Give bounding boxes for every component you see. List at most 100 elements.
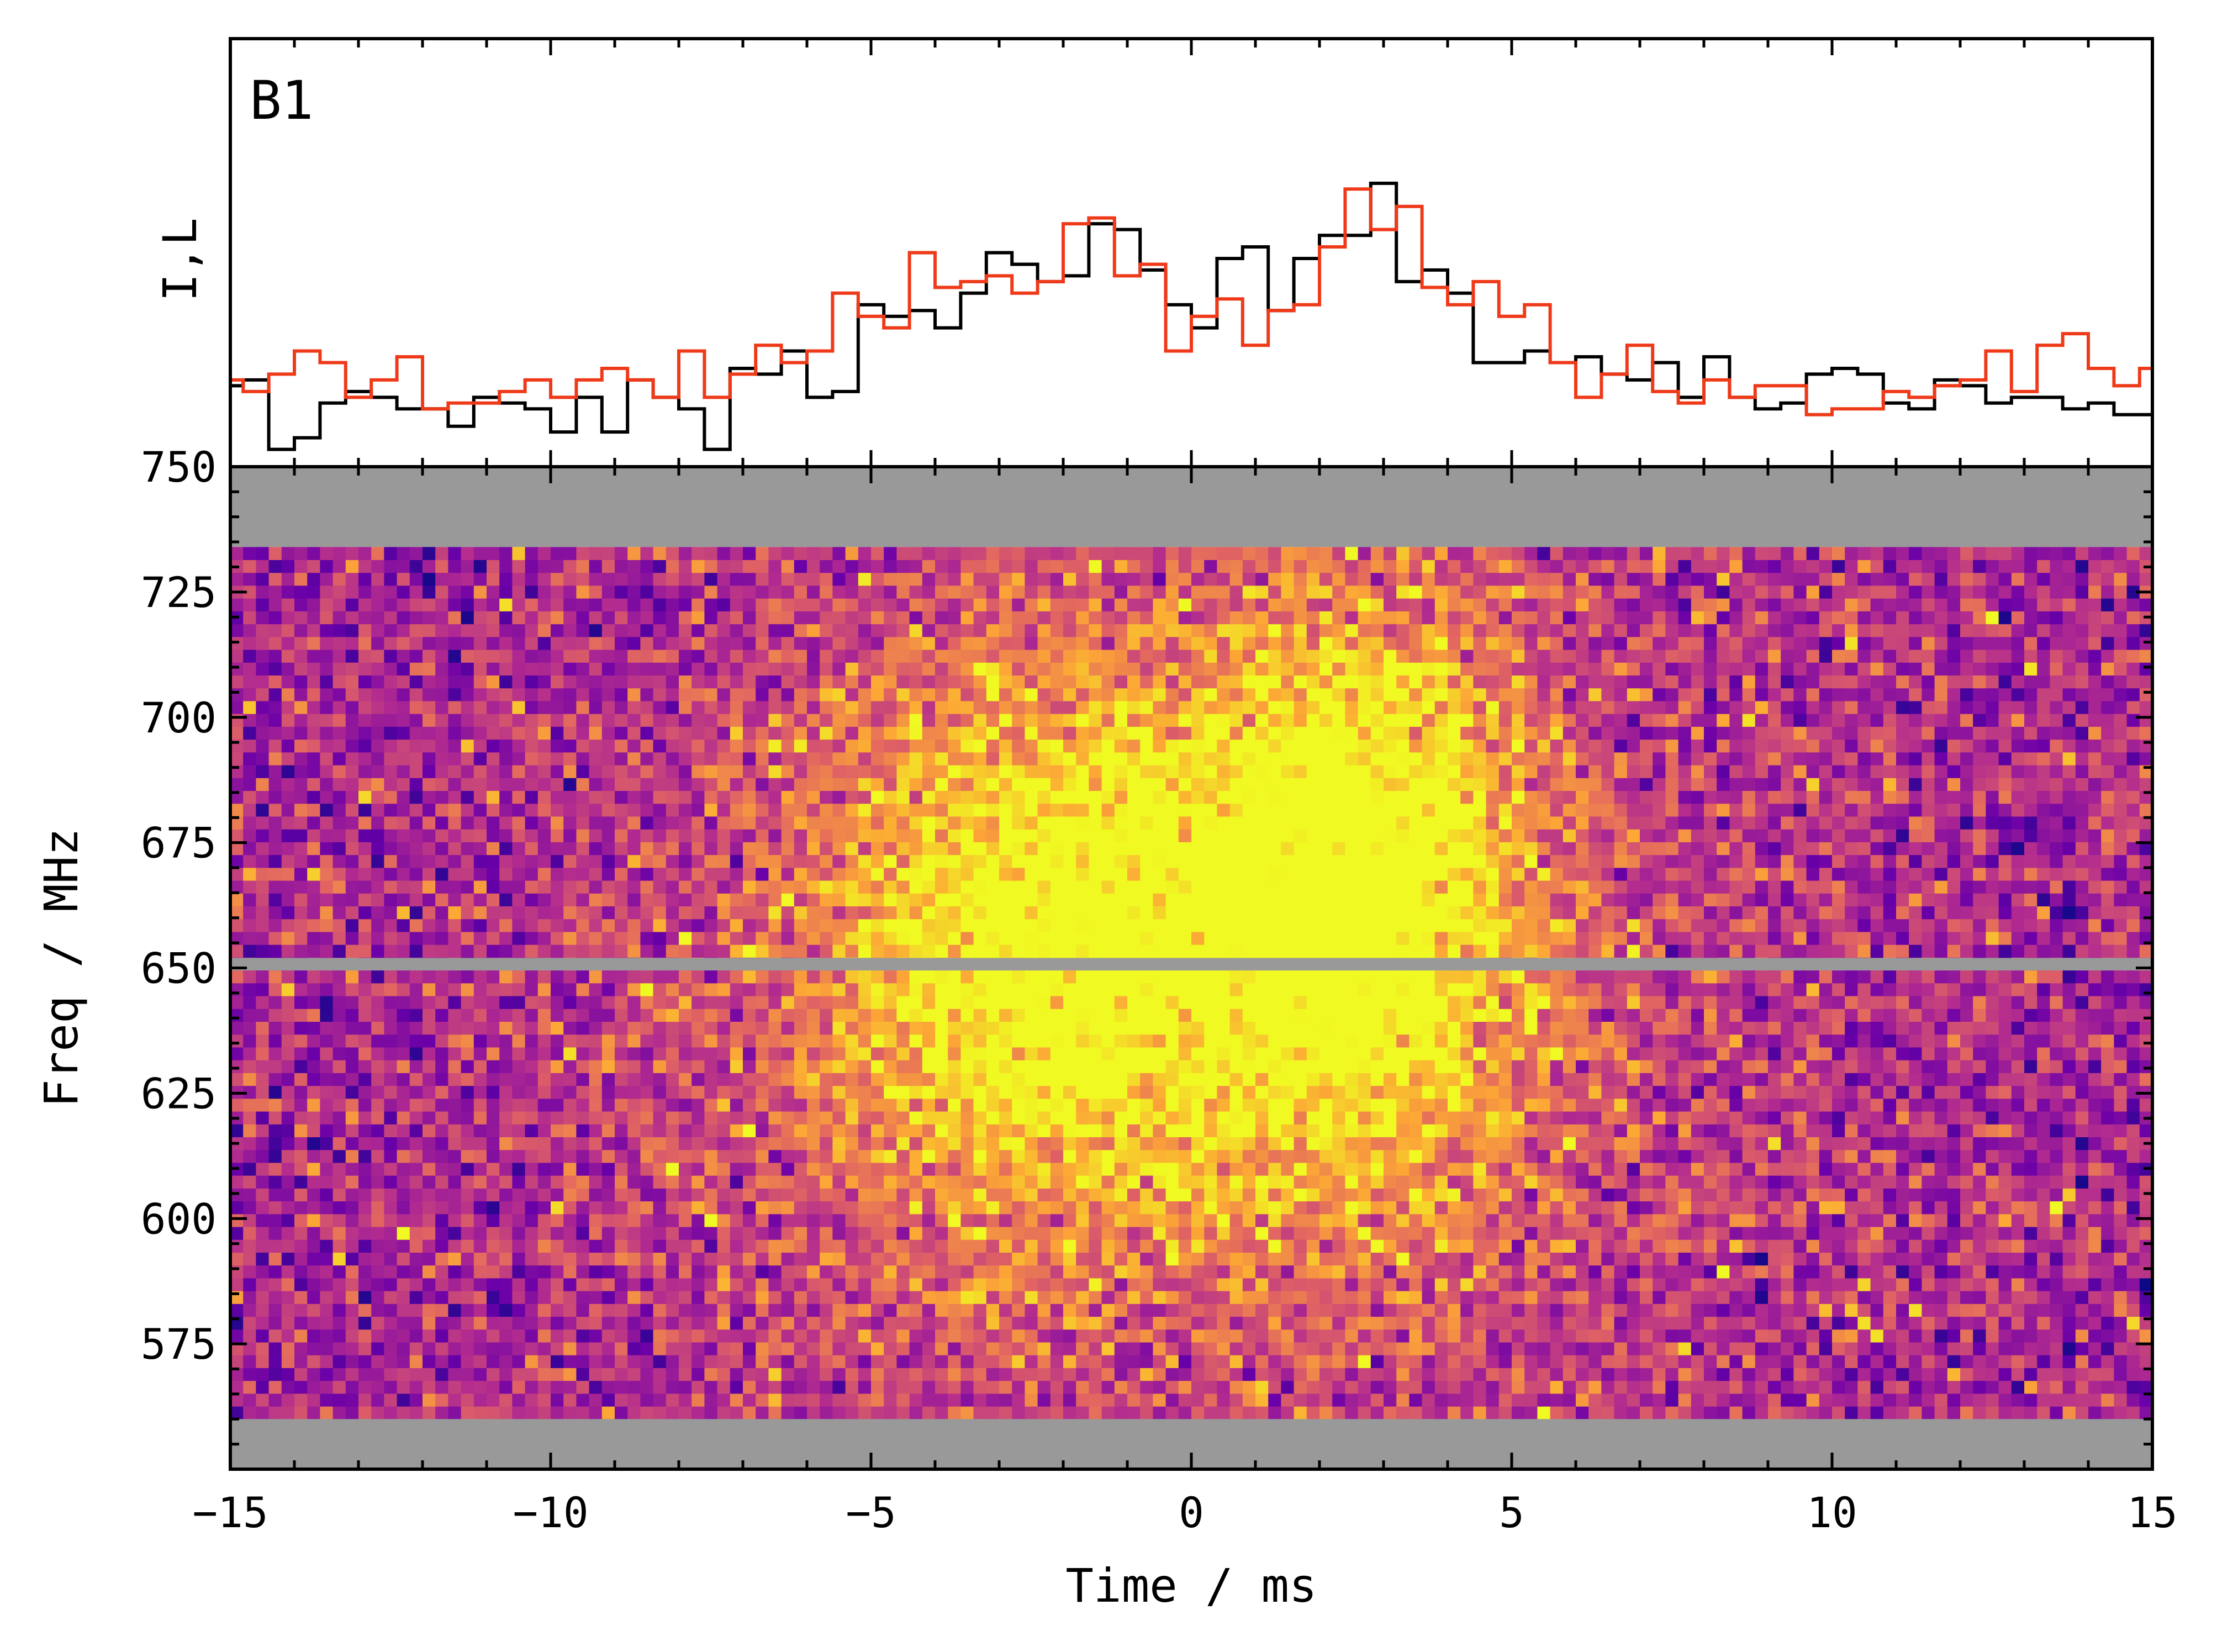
heatmap-cell xyxy=(1294,1060,1307,1073)
heatmap-cell xyxy=(1165,1009,1179,1022)
heatmap-cell xyxy=(576,1213,590,1227)
heatmap-cell xyxy=(487,1226,500,1240)
heatmap-cell xyxy=(2050,1201,2063,1215)
heatmap-cell xyxy=(409,1201,423,1215)
heatmap-cell xyxy=(1101,1111,1115,1125)
heatmap-cell xyxy=(1153,1111,1166,1125)
heatmap-cell xyxy=(384,1098,398,1112)
heatmap-cell xyxy=(601,1278,615,1291)
heatmap-cell xyxy=(2075,1291,2089,1304)
heatmap-cell xyxy=(1614,1149,1628,1163)
heatmap-cell xyxy=(1268,1073,1281,1086)
heatmap-cell xyxy=(1755,1098,1769,1112)
heatmap-cell xyxy=(1717,1329,1730,1343)
heatmap-cell xyxy=(601,1406,615,1419)
heatmap-cell xyxy=(268,1252,282,1266)
heatmap-cell xyxy=(858,1226,872,1240)
heatmap-cell xyxy=(832,1316,846,1330)
heatmap-cell xyxy=(2075,1355,2089,1368)
heatmap-cell xyxy=(256,1137,270,1150)
heatmap-cell xyxy=(1640,1380,1653,1394)
heatmap-cell xyxy=(794,1380,807,1394)
heatmap-cell xyxy=(268,1098,282,1112)
heatmap-cell xyxy=(499,1368,513,1381)
heatmap-cell xyxy=(1370,1265,1384,1279)
heatmap-cell xyxy=(1191,1252,1205,1266)
heatmap-cell xyxy=(884,1047,897,1060)
heatmap-cell xyxy=(871,1406,884,1419)
heatmap-cell xyxy=(384,1009,398,1022)
heatmap-cell xyxy=(1140,1265,1153,1279)
heatmap-cell xyxy=(1806,1073,1820,1086)
heatmap-cell xyxy=(1832,1291,1845,1304)
heatmap-cell xyxy=(1332,995,1345,1009)
heatmap-cell xyxy=(1370,1073,1384,1086)
heatmap-cell xyxy=(1396,995,1410,1009)
heatmap-cell xyxy=(1127,1265,1141,1279)
heatmap-cell xyxy=(692,1342,705,1355)
heatmap-cell xyxy=(666,1188,679,1202)
heatmap-cell xyxy=(1563,1342,1576,1355)
heatmap-cell xyxy=(358,1329,372,1343)
heatmap-cell xyxy=(781,1406,795,1419)
heatmap-cell xyxy=(345,1124,359,1137)
heatmap-cell xyxy=(1960,1175,1973,1189)
heatmap-cell xyxy=(268,1213,282,1227)
heatmap-cell xyxy=(756,1393,769,1407)
heatmap-cell xyxy=(256,1009,270,1022)
heatmap-cell xyxy=(397,1406,410,1419)
heatmap-cell xyxy=(1755,1047,1769,1060)
heatmap-cell xyxy=(294,1188,308,1202)
heatmap-cell xyxy=(960,1047,974,1060)
heatmap-cell xyxy=(256,1201,270,1215)
heatmap-cell xyxy=(1140,1047,1153,1060)
heatmap-cell xyxy=(627,1098,641,1112)
heatmap-cell xyxy=(1563,1265,1576,1279)
heatmap-cell xyxy=(1998,1213,2012,1227)
heatmap-cell xyxy=(640,1137,654,1150)
heatmap-cell xyxy=(1691,1188,1704,1202)
heatmap-cell xyxy=(1998,1137,2012,1150)
heatmap-cell xyxy=(922,1137,936,1150)
heatmap-cell xyxy=(1973,1291,1986,1304)
heatmap-cell xyxy=(627,1111,641,1125)
heatmap-cell xyxy=(1140,1329,1153,1343)
heatmap-cell xyxy=(1793,1098,1807,1112)
heatmap-cell xyxy=(473,1137,487,1150)
heatmap-cell xyxy=(858,1291,872,1304)
heatmap-cell xyxy=(1870,1034,1884,1048)
heatmap-cell xyxy=(551,1368,564,1381)
heatmap-cell xyxy=(1165,1021,1179,1035)
heatmap-cell xyxy=(1012,1329,1025,1343)
heatmap-cell xyxy=(1358,1213,1371,1227)
heatmap-cell xyxy=(615,1162,628,1176)
heatmap-cell xyxy=(2088,1239,2102,1253)
heatmap-cell xyxy=(1653,1047,1666,1060)
heatmap-cell xyxy=(1345,1342,1359,1355)
heatmap-cell xyxy=(409,1060,423,1073)
heatmap-cell xyxy=(781,1213,795,1227)
heatmap-cell xyxy=(1653,1073,1666,1086)
heatmap-cell xyxy=(1345,1316,1359,1330)
heatmap-cell xyxy=(1653,1278,1666,1291)
heatmap-cell xyxy=(1729,1073,1743,1086)
heatmap-cell xyxy=(256,995,270,1009)
heatmap-cell xyxy=(1229,1137,1243,1150)
heatmap-cell xyxy=(820,1034,833,1048)
heatmap-cell xyxy=(679,1316,692,1330)
heatmap-cell xyxy=(281,1060,295,1073)
heatmap-cell xyxy=(1294,1291,1307,1304)
heatmap-cell xyxy=(1870,1098,1884,1112)
heatmap-cell xyxy=(2114,1355,2128,1368)
heatmap-cell xyxy=(1434,1303,1448,1317)
heatmap-cell xyxy=(1025,1175,1038,1189)
heatmap-cell xyxy=(781,1162,795,1176)
heatmap-cell xyxy=(730,1355,743,1368)
heatmap-cell xyxy=(409,1188,423,1202)
heatmap-cell xyxy=(1832,1073,1845,1086)
heatmap-cell xyxy=(1793,1368,1807,1381)
heatmap-cell xyxy=(1512,1316,1525,1330)
heatmap-cell xyxy=(1498,1073,1512,1086)
heatmap-cell xyxy=(1345,1188,1359,1202)
heatmap-cell xyxy=(461,1162,474,1176)
